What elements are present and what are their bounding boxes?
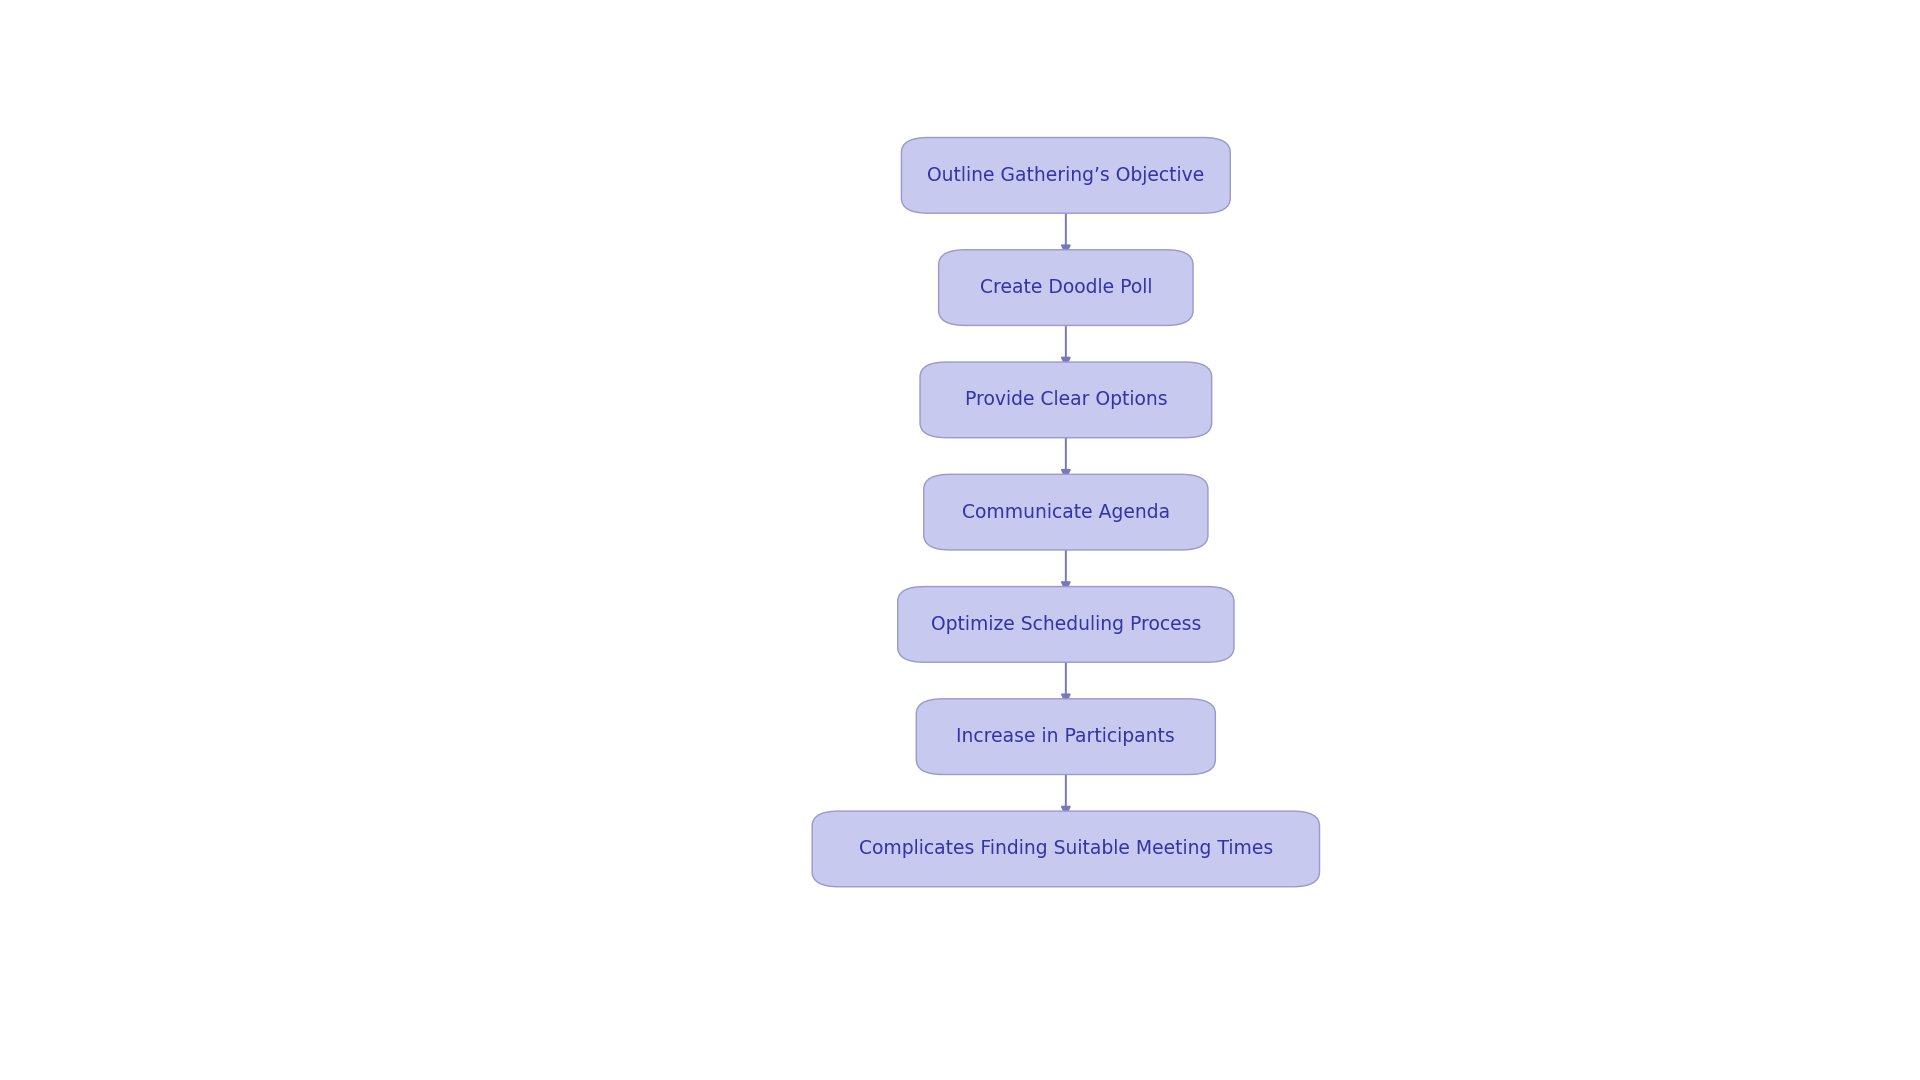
Text: Communicate Agenda: Communicate Agenda	[962, 502, 1169, 522]
Text: Outline Gathering’s Objective: Outline Gathering’s Objective	[927, 166, 1204, 185]
Text: Complicates Finding Suitable Meeting Times: Complicates Finding Suitable Meeting Tim…	[858, 839, 1273, 859]
Text: Increase in Participants: Increase in Participants	[956, 727, 1175, 746]
Text: Provide Clear Options: Provide Clear Options	[964, 390, 1167, 409]
FancyBboxPatch shape	[924, 474, 1208, 550]
Text: Create Doodle Poll: Create Doodle Poll	[979, 279, 1152, 297]
FancyBboxPatch shape	[900, 137, 1231, 213]
FancyBboxPatch shape	[812, 811, 1319, 887]
FancyBboxPatch shape	[899, 586, 1235, 662]
FancyBboxPatch shape	[916, 699, 1215, 774]
Text: Optimize Scheduling Process: Optimize Scheduling Process	[931, 615, 1202, 634]
FancyBboxPatch shape	[939, 249, 1192, 325]
FancyBboxPatch shape	[920, 362, 1212, 437]
